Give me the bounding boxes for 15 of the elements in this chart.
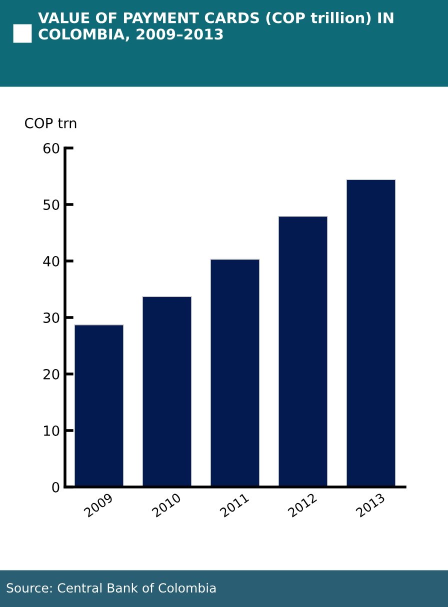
bar xyxy=(346,179,396,487)
y-tick-label: 10 xyxy=(44,425,60,436)
y-tick-label: 20 xyxy=(43,368,60,380)
y-tick-label: 30 xyxy=(44,312,60,323)
y-tick-label: 0 xyxy=(52,482,60,492)
bar xyxy=(278,216,328,487)
bar xyxy=(142,296,192,487)
source-note: Source: Central Bank of Colombia xyxy=(6,582,216,593)
bar xyxy=(74,324,124,487)
y-tick-label: 60 xyxy=(43,142,60,154)
y-tick-label: 40 xyxy=(43,256,60,266)
y-tick-label: 50 xyxy=(44,199,60,210)
chart-title: VALUE OF PAYMENT CARDS (COP trillion) IN COLOMBIA, 2009–2013 xyxy=(38,12,394,42)
y-axis-title: COP trn xyxy=(24,118,76,128)
bar xyxy=(210,258,260,487)
